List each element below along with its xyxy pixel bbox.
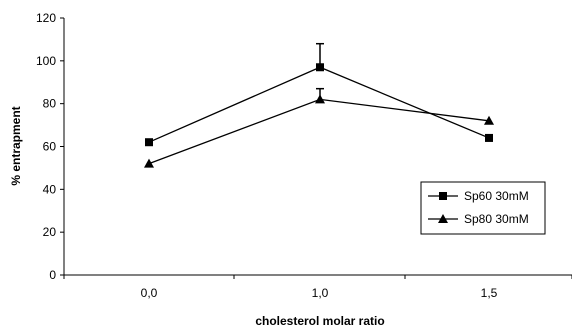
legend-items: Sp60 30mM Sp80 30mM [428, 189, 529, 226]
legend-label: Sp60 30mM [464, 189, 529, 203]
legend-label: Sp80 30mM [464, 212, 529, 226]
x-ticks: 0,0 1,0 1,5 [63, 275, 572, 300]
legend-marker [438, 214, 448, 223]
y-tick-label: 60 [43, 140, 57, 154]
axes [63, 18, 572, 276]
data-point [145, 138, 153, 147]
x-tick-label: 1,0 [312, 286, 329, 300]
data-point [315, 94, 325, 104]
data-point [144, 158, 154, 168]
legend: Sp60 30mM Sp80 30mM [420, 181, 546, 235]
legend-item-2: Sp80 30mM [428, 212, 529, 226]
series-line [148, 66, 490, 143]
y-tick-label: 40 [43, 182, 57, 196]
series-1 [145, 42, 493, 147]
y-tick-label: 100 [36, 54, 56, 68]
data-point [316, 63, 324, 72]
series [144, 42, 494, 168]
series-line [148, 98, 490, 165]
legend-marker [439, 192, 447, 200]
y-ticks: 0 20 40 60 80 100 120 [36, 11, 64, 282]
legend-box [420, 181, 546, 235]
x-axis-title: cholesterol molar ratio [255, 314, 384, 327]
data-point [484, 115, 494, 125]
data-point [485, 133, 493, 142]
y-axis-title: % entrapment [9, 106, 23, 185]
series-2 [144, 87, 494, 168]
x-tick-label: 0,0 [141, 286, 158, 300]
y-tick-label: 20 [43, 225, 57, 239]
y-tick-label: 80 [43, 97, 57, 111]
y-tick-label: 120 [36, 11, 56, 25]
legend-item-1: Sp60 30mM [428, 189, 529, 203]
x-tick-label: 1,5 [481, 286, 498, 300]
y-tick-label: 0 [49, 268, 56, 282]
